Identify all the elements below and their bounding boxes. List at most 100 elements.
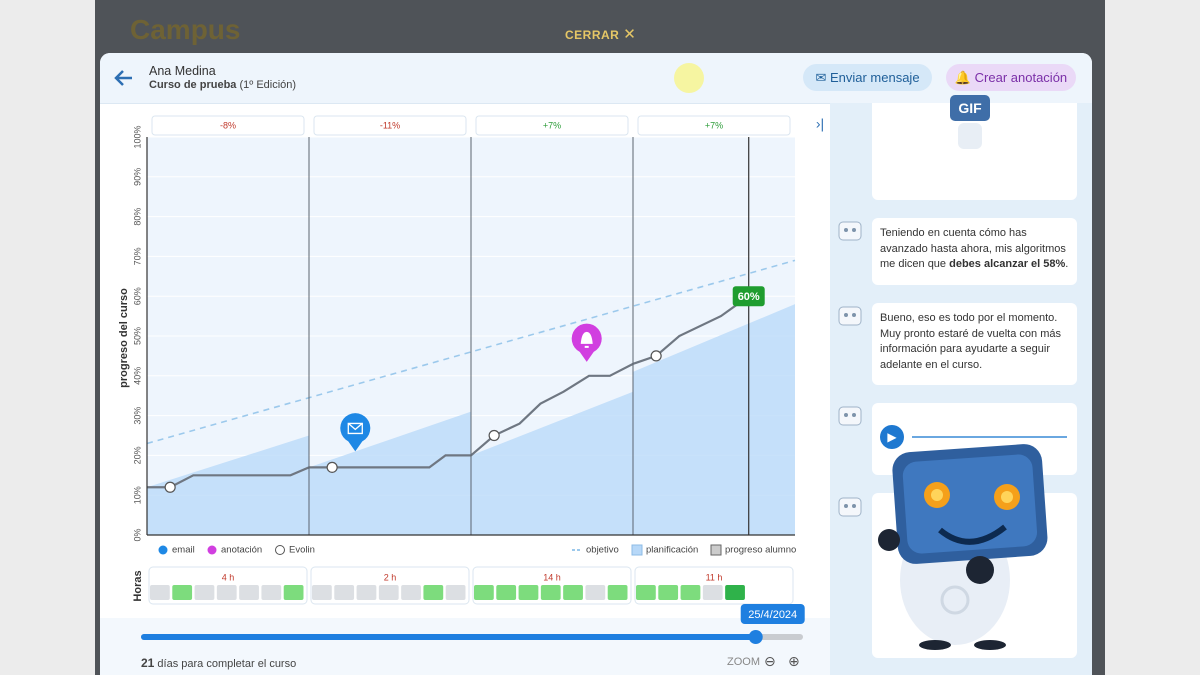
y-tick-label: 30% <box>132 407 142 425</box>
message: Teniendo en cuenta cómo has avanzado has… <box>872 218 1077 285</box>
collapse-icon[interactable]: ›| <box>816 116 824 132</box>
day-cell <box>496 585 517 600</box>
legend-swatch <box>158 545 168 555</box>
y-tick-label: 100% <box>132 125 142 148</box>
day-cell <box>607 585 628 600</box>
gif-card: GIF <box>872 95 1077 200</box>
logo: Campus <box>130 14 241 45</box>
hours-label: 4 h <box>222 572 235 582</box>
course: Curso de prueba (1º Edición) <box>149 79 296 91</box>
avatar-eye <box>852 504 856 508</box>
legend-swatch <box>631 544 643 556</box>
avatar-head <box>838 221 862 241</box>
back-arrow[interactable] <box>112 66 136 90</box>
date-label: 25/4/2024 <box>748 609 797 621</box>
day-cell <box>194 585 215 600</box>
day-cell <box>680 585 701 600</box>
period-label: +7% <box>705 120 723 130</box>
days-left-text: días para completar el curso <box>157 658 297 670</box>
y-tick-label: 20% <box>132 446 142 464</box>
day-cell <box>239 585 259 600</box>
close-button[interactable]: CERRAR ✕ <box>565 25 636 43</box>
assistant-avatar <box>838 497 862 517</box>
legend-label: anotación <box>221 545 262 556</box>
avatar-eye <box>852 313 856 317</box>
zoom-in[interactable]: ⊕ <box>788 653 800 669</box>
day-cell <box>283 585 304 600</box>
legend-swatch <box>275 545 285 555</box>
day-cell <box>423 585 444 600</box>
y-axis-label: progreso del curso <box>118 288 130 388</box>
day-cell <box>702 585 723 600</box>
assistant-avatar <box>838 406 862 426</box>
message-bold: debes alcanzar el 58% <box>949 258 1066 270</box>
avatar-head <box>838 406 862 426</box>
gif-robot <box>958 123 982 149</box>
day-cell <box>312 585 332 600</box>
day-cell <box>636 585 656 600</box>
assistant-avatar <box>838 221 862 241</box>
slider-fill <box>141 634 756 640</box>
avatar-eye <box>844 313 848 317</box>
current-box <box>732 286 765 307</box>
period-box <box>475 115 629 136</box>
period-label: -11% <box>380 120 400 130</box>
hours-label: 2 h <box>384 572 397 582</box>
robot <box>878 444 1048 650</box>
legend-swatch <box>710 544 722 556</box>
y-tick-label: 10% <box>132 486 142 504</box>
event-pin <box>340 413 371 452</box>
student-name: Ana Medina <box>149 64 216 78</box>
edition: (1º Edición) <box>239 79 297 91</box>
send-message-button[interactable]: ✉ Enviar mensaje <box>803 64 932 91</box>
pin-shape <box>340 413 371 452</box>
y-tick-label: 60% <box>132 287 142 305</box>
period-label: +7% <box>543 120 561 130</box>
day-cell <box>401 585 421 600</box>
avatar-eye <box>852 228 856 232</box>
day-cell <box>150 585 170 600</box>
days-left: 21 días para completar el curso <box>141 656 296 670</box>
avatar-eye <box>844 504 848 508</box>
message: Bueno, eso es todo por el momento. Muy p… <box>872 303 1077 385</box>
slider-thumb[interactable] <box>748 630 763 644</box>
day-cell <box>540 585 561 600</box>
day-cell <box>334 585 355 600</box>
day-cell <box>563 585 583 600</box>
day-cell <box>474 585 494 600</box>
zoom-out[interactable]: ⊖ <box>764 653 776 669</box>
day-cell <box>216 585 237 600</box>
course-name: Curso de prueba <box>149 79 237 91</box>
avatar-eye <box>844 228 848 232</box>
avatar-head <box>838 497 862 517</box>
legend-swatch <box>207 545 217 555</box>
create-note-button[interactable]: 🔔 Crear anotación <box>946 64 1076 91</box>
y-tick-label: 40% <box>132 367 142 385</box>
day-cell <box>261 585 282 600</box>
video-bar <box>912 436 1067 438</box>
email-icon <box>347 422 363 435</box>
bell-icon <box>580 331 593 348</box>
period-box <box>313 115 467 136</box>
y-tick-label: 50% <box>132 327 142 345</box>
day-cell <box>658 585 679 600</box>
period-box <box>637 115 791 136</box>
y-tick-label: 80% <box>132 208 142 226</box>
assistant-avatar <box>838 306 862 326</box>
hours-label: 11 h <box>706 572 723 582</box>
avatar-eye <box>844 413 848 417</box>
day-cell <box>172 585 193 600</box>
evolin-marker <box>164 481 176 493</box>
y-tick-label: 0% <box>132 528 142 541</box>
avatar-head <box>838 306 862 326</box>
event-pin <box>571 323 602 362</box>
day-cell <box>445 585 466 600</box>
message-end: . <box>1065 258 1069 270</box>
day-cell <box>356 585 377 600</box>
objective-line <box>146 259 796 445</box>
evolin-marker <box>650 350 662 362</box>
hours-label: 14 h <box>543 572 561 582</box>
avatar-eye <box>852 413 856 417</box>
play-button[interactable]: ▶ <box>880 425 904 449</box>
